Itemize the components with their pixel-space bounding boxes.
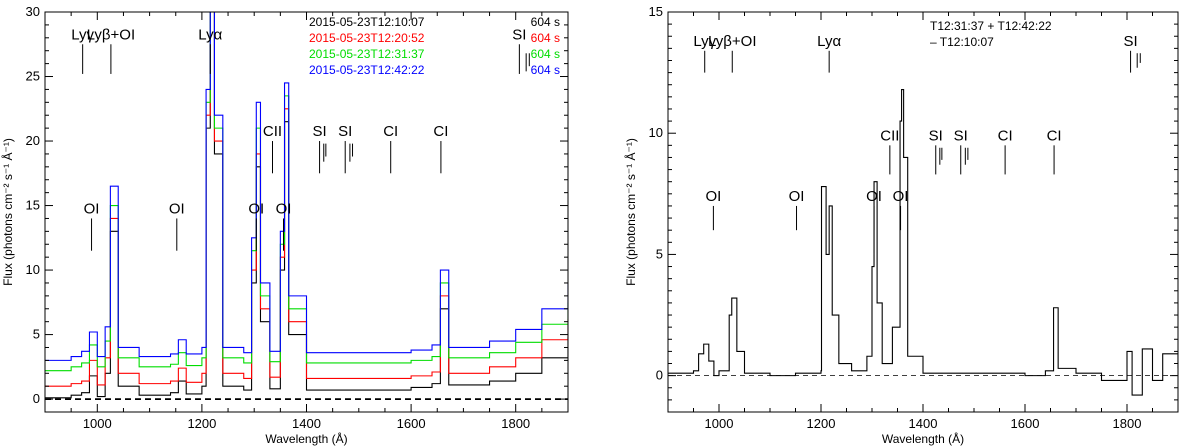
legend-entry-exposure: 604 s bbox=[531, 31, 560, 45]
legend-entry-name: 2015-05-23T12:10:07 bbox=[309, 15, 425, 29]
line-id-label: OI bbox=[248, 200, 264, 217]
line-id-label: SI bbox=[338, 123, 352, 140]
y-tick-label: 0 bbox=[656, 368, 663, 383]
line-id-label: Lyα bbox=[198, 26, 222, 43]
y-tick-label: 0 bbox=[33, 391, 40, 406]
line-id-label: CI bbox=[998, 127, 1013, 144]
legend-entry-name: 2015-05-23T12:20:52 bbox=[309, 31, 425, 45]
line-id-label: OI bbox=[84, 200, 100, 217]
legend-entry-exposure: 604 s bbox=[531, 47, 560, 61]
legend-entry-exposure: 604 s bbox=[531, 15, 560, 29]
line-id-label: Lyβ+OI bbox=[708, 33, 757, 50]
y-axis-label: Flux (photons cm⁻² s⁻¹ Å⁻¹) bbox=[0, 138, 15, 286]
y-tick-label: 25 bbox=[26, 69, 40, 84]
line-id-label: Lyα bbox=[817, 33, 841, 50]
right-chart-panel: 1000 1200 1400 1600 1800 0 5 10 15 Wavelength (Å)… bbox=[623, 4, 1179, 446]
x-axis-label: Wavelength (Å) bbox=[265, 431, 347, 446]
series-line-3 bbox=[45, 12, 568, 361]
line-id-label: SI bbox=[1123, 33, 1137, 50]
line-id-label: CI bbox=[1047, 127, 1062, 144]
y-tick-label: 10 bbox=[26, 262, 40, 277]
line-id-label: Lyβ+OI bbox=[87, 26, 136, 43]
line-id-label: SI bbox=[512, 26, 526, 43]
x-tick-label: 1600 bbox=[1011, 416, 1040, 431]
line-id-label: Lyγ bbox=[693, 33, 716, 50]
x-tick-label: 1400 bbox=[292, 416, 321, 431]
x-tick-label: 1800 bbox=[501, 416, 530, 431]
line-id-label: OI bbox=[789, 188, 805, 205]
line-id-label: Lyγ bbox=[71, 26, 94, 43]
legend-entry-name: 2015-05-23T12:31:37 bbox=[309, 47, 425, 61]
y-tick-label: 30 bbox=[26, 4, 40, 19]
series-group bbox=[668, 89, 1178, 396]
y-tick-label: 10 bbox=[649, 125, 663, 140]
x-tick-label: 1800 bbox=[1113, 416, 1142, 431]
series-line-0 bbox=[668, 89, 1178, 396]
series-group bbox=[45, 12, 568, 399]
line-id-label: OI bbox=[866, 188, 882, 205]
x-tick-label: 1600 bbox=[397, 416, 426, 431]
y-tick-label: 15 bbox=[26, 198, 40, 213]
line-id-label: SI bbox=[929, 127, 943, 144]
y-tick-label: 5 bbox=[33, 327, 40, 342]
y-tick-label: 5 bbox=[656, 246, 663, 261]
line-id-label: OI bbox=[705, 188, 721, 205]
x-tick-label: 1200 bbox=[807, 416, 836, 431]
legend-entry-name: 2015-05-23T12:42:22 bbox=[309, 63, 425, 77]
y-tick-label: 15 bbox=[649, 4, 663, 19]
legend-entry-exposure: 604 s bbox=[531, 63, 560, 77]
x-tick-label: 1200 bbox=[187, 416, 216, 431]
left-chart-panel: 1000 1200 1400 1600 1800 0 5 10 15 20 25 30 Waveleng… bbox=[0, 4, 569, 446]
line-id-label: CII bbox=[880, 127, 899, 144]
x-tick-label: 1000 bbox=[83, 416, 112, 431]
x-tick-label: 1400 bbox=[909, 416, 938, 431]
y-axis-label: Flux (photons cm⁻² s⁻¹ Å⁻¹) bbox=[623, 138, 638, 286]
line-id-label: CI bbox=[383, 123, 398, 140]
line-id-label: CII bbox=[263, 123, 282, 140]
line-id-label: SI bbox=[954, 127, 968, 144]
line-id-label: CI bbox=[433, 123, 448, 140]
x-tick-label: 1000 bbox=[705, 416, 734, 431]
x-axis-label: Wavelength (Å) bbox=[882, 431, 964, 446]
difference-inset-text: T12:31:37 + T12:42:22 bbox=[930, 19, 1052, 33]
line-id-label: SI bbox=[312, 123, 326, 140]
difference-inset-text: – T12:10:07 bbox=[930, 35, 994, 49]
y-tick-label: 20 bbox=[26, 133, 40, 148]
line-id-label: OI bbox=[276, 200, 292, 217]
line-id-label: OI bbox=[893, 188, 909, 205]
line-id-label: OI bbox=[169, 200, 185, 217]
